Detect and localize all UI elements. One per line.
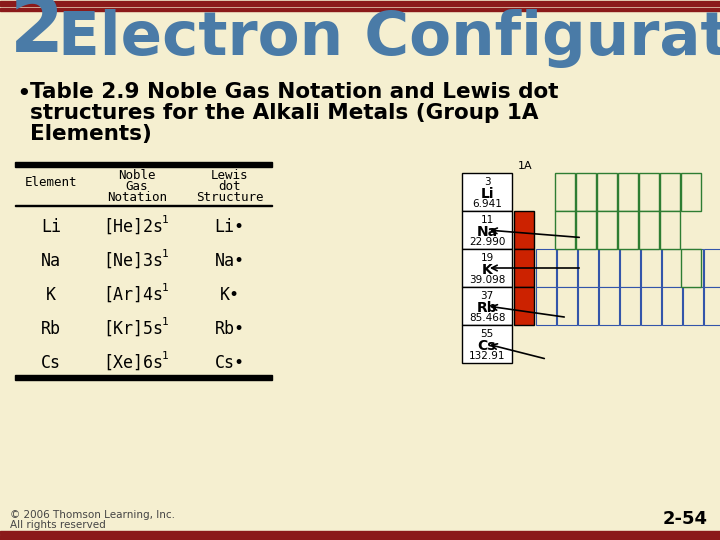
Bar (597, 173, 617, 211)
Bar (681, 249, 701, 287)
Bar (0, 531, 720, 534)
Text: structures for the Alkali Metals (Group 1A: structures for the Alkali Metals (Group … (30, 103, 539, 123)
Bar (618, 173, 638, 211)
Text: 22.990: 22.990 (469, 237, 505, 247)
Text: Rb•: Rb• (215, 320, 245, 338)
Text: 3: 3 (484, 177, 490, 187)
Text: Rb: Rb (41, 320, 61, 338)
Text: Cs•: Cs• (215, 354, 245, 372)
Bar (555, 211, 575, 249)
Bar (660, 211, 680, 249)
Bar (704, 249, 720, 287)
Text: Li: Li (41, 218, 61, 236)
Bar (620, 287, 640, 325)
Text: [Ar]4s: [Ar]4s (103, 286, 163, 304)
Text: 55: 55 (480, 329, 494, 339)
Text: Structure: Structure (196, 191, 264, 204)
Bar (514, 287, 534, 325)
Text: K: K (482, 263, 492, 277)
Text: 1: 1 (161, 351, 168, 361)
Text: 1: 1 (161, 249, 168, 259)
Bar (0, 8, 720, 10)
Text: 6.941: 6.941 (472, 199, 502, 209)
Text: All rights reserved: All rights reserved (10, 520, 106, 530)
Bar (662, 249, 682, 287)
Bar (660, 173, 680, 211)
Text: dot: dot (218, 180, 240, 193)
Text: Na: Na (41, 252, 61, 270)
Bar (557, 249, 577, 287)
Bar (578, 249, 598, 287)
Text: 1: 1 (161, 283, 168, 293)
Text: Element: Element (24, 177, 77, 190)
Text: Table 2.9 Noble Gas Notation and Lewis dot: Table 2.9 Noble Gas Notation and Lewis d… (30, 82, 559, 102)
Text: 2-54: 2-54 (663, 510, 708, 528)
Text: 1A: 1A (518, 161, 533, 171)
Bar (620, 249, 640, 287)
Text: [Ne]3s: [Ne]3s (103, 252, 163, 270)
Bar (0, 1, 720, 6)
Bar (599, 249, 619, 287)
Bar (462, 249, 512, 287)
Bar (641, 287, 661, 325)
Bar (683, 287, 703, 325)
Text: 37: 37 (480, 291, 494, 301)
Text: Rb: Rb (477, 301, 498, 315)
Text: K: K (46, 286, 56, 304)
Bar (639, 173, 659, 211)
Bar (576, 173, 596, 211)
Bar (639, 211, 659, 249)
Bar (597, 211, 617, 249)
Text: Notation: Notation (107, 191, 167, 204)
Text: Noble: Noble (118, 169, 156, 182)
Text: K•: K• (220, 286, 240, 304)
Bar (514, 249, 534, 287)
Bar (514, 211, 534, 249)
Text: Na: Na (477, 225, 498, 239)
Text: Elements): Elements) (30, 124, 152, 144)
Text: © 2006 Thomson Learning, Inc.: © 2006 Thomson Learning, Inc. (10, 510, 175, 520)
Bar (536, 249, 556, 287)
Text: 11: 11 (480, 215, 494, 225)
Text: Na•: Na• (215, 252, 245, 270)
Text: •: • (16, 82, 31, 106)
Bar (15, 205, 272, 206)
Text: Lewis: Lewis (211, 169, 248, 182)
Bar (462, 211, 512, 249)
Bar (599, 287, 619, 325)
Bar (662, 287, 682, 325)
Text: Electron Configuration: Electron Configuration (58, 9, 720, 68)
Text: Li•: Li• (215, 218, 245, 236)
Text: 19: 19 (480, 253, 494, 263)
Bar (536, 287, 556, 325)
Bar (0, 535, 720, 540)
Text: 85.468: 85.468 (469, 313, 505, 323)
Bar (462, 325, 512, 363)
Bar (15, 375, 272, 380)
Bar (462, 287, 512, 325)
Bar (555, 173, 575, 211)
Text: Gas: Gas (126, 180, 148, 193)
Text: 39.098: 39.098 (469, 275, 505, 285)
Text: Cs: Cs (41, 354, 61, 372)
Bar (641, 249, 661, 287)
Bar (618, 211, 638, 249)
Bar (576, 211, 596, 249)
Text: Li: Li (480, 187, 494, 201)
Text: 2: 2 (10, 0, 64, 68)
Text: [He]2s: [He]2s (103, 218, 163, 236)
Text: [Kr]5s: [Kr]5s (103, 320, 163, 338)
Text: 1: 1 (161, 317, 168, 327)
Bar (462, 173, 512, 211)
Bar (681, 173, 701, 211)
Bar (557, 287, 577, 325)
Text: 1: 1 (161, 215, 168, 225)
Bar (704, 287, 720, 325)
Bar (683, 249, 703, 287)
Bar (15, 162, 272, 167)
Text: 132.91: 132.91 (469, 351, 505, 361)
Bar (578, 287, 598, 325)
Text: [Xe]6s: [Xe]6s (103, 354, 163, 372)
Text: Cs: Cs (478, 339, 496, 353)
